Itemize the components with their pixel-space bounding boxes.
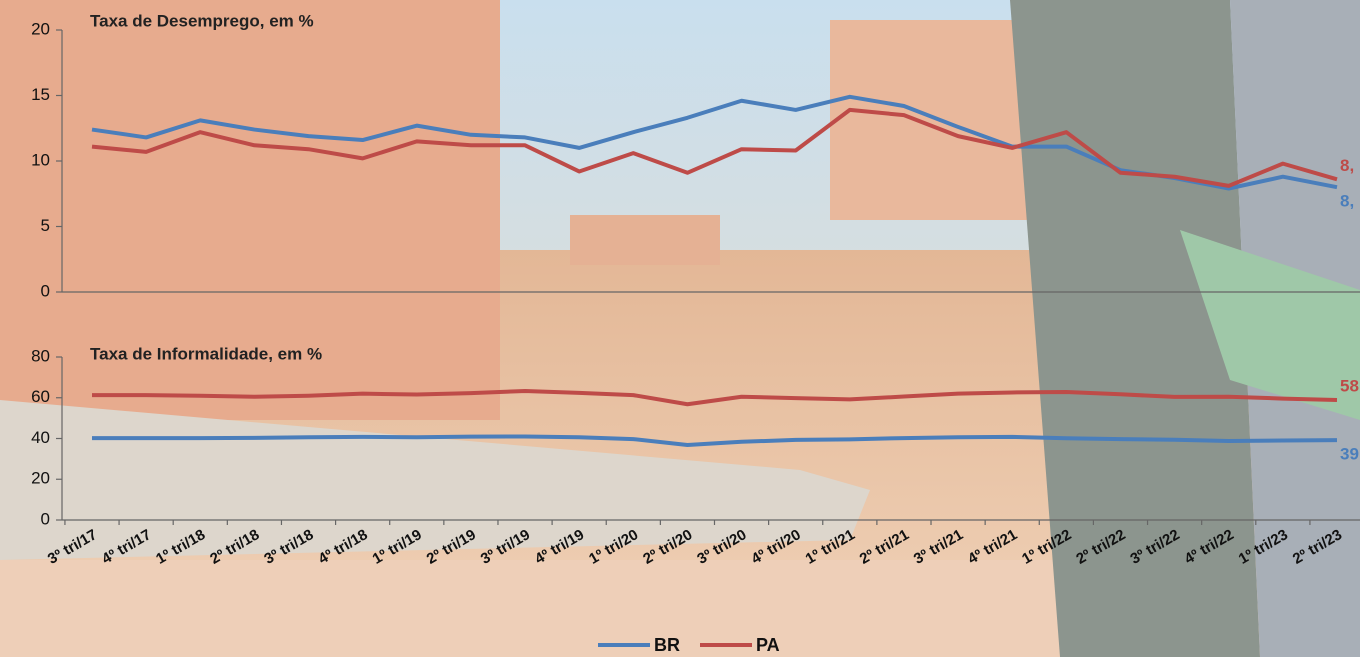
y-tick-label: 15 <box>31 85 50 104</box>
series-line <box>91 107 1338 188</box>
y-tick-label: 20 <box>31 19 50 38</box>
end-label: 39 <box>1340 445 1359 464</box>
y-tick-label: 60 <box>31 387 50 406</box>
series-line <box>92 389 1338 407</box>
end-label: 8, <box>1340 156 1354 175</box>
chart-title: Taxa de Desemprego, em % <box>90 11 314 30</box>
y-tick-label: 80 <box>31 346 50 365</box>
y-tick-label: 5 <box>41 216 50 235</box>
y-tick-label: 0 <box>41 509 50 528</box>
y-tick-label: 10 <box>31 150 50 169</box>
legend-label: BR <box>654 635 680 655</box>
y-tick-label: 40 <box>31 428 50 447</box>
end-label: 8, <box>1340 192 1354 211</box>
legend-label: PA <box>756 635 780 655</box>
y-tick-label: 0 <box>41 281 50 300</box>
series-line <box>92 434 1338 448</box>
end-label: 58 <box>1340 376 1359 395</box>
y-tick-label: 20 <box>31 469 50 488</box>
chart-title: Taxa de Informalidade, em % <box>90 344 322 363</box>
